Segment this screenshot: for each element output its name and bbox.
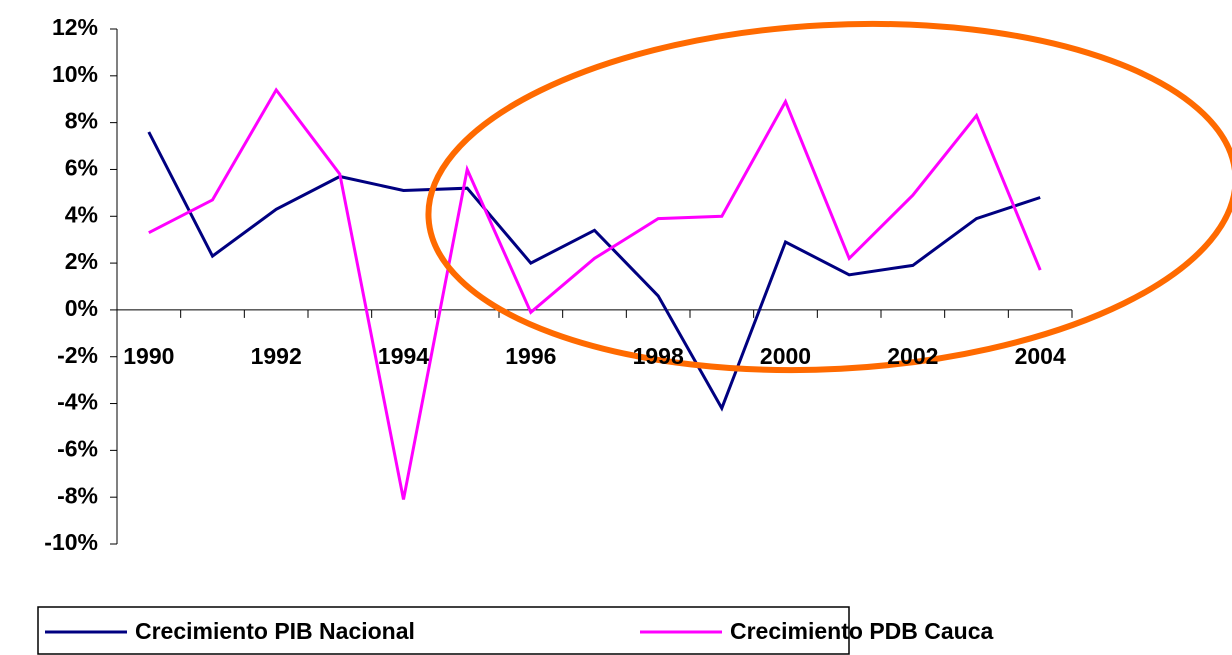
x-tick-label: 2002 xyxy=(887,343,938,369)
legend-label: Crecimiento PDB Cauca xyxy=(730,618,994,644)
x-tick-label: 1998 xyxy=(633,343,684,369)
legend-box xyxy=(37,606,850,655)
y-tick-label: 2% xyxy=(65,248,98,274)
legend-label: Crecimiento PIB Nacional xyxy=(135,618,415,644)
x-tick-label: 2004 xyxy=(1015,343,1066,369)
y-tick-label: -4% xyxy=(57,389,98,415)
y-tick-label: 6% xyxy=(65,155,98,181)
x-tick-label: 2000 xyxy=(760,343,811,369)
highlight-ellipse xyxy=(425,20,1232,374)
x-tick-label: 1990 xyxy=(123,343,174,369)
x-tick-label: 1994 xyxy=(378,343,429,369)
y-tick-label: 10% xyxy=(52,61,98,87)
y-tick-label: 0% xyxy=(65,295,98,321)
y-tick-label: 4% xyxy=(65,201,98,227)
y-tick-label: 8% xyxy=(65,108,98,134)
y-tick-label: -6% xyxy=(57,435,98,461)
y-tick-label: -10% xyxy=(44,529,98,555)
y-tick-label: 12% xyxy=(52,14,98,40)
y-tick-label: -2% xyxy=(57,342,98,368)
x-tick-label: 1996 xyxy=(505,343,556,369)
x-tick-label: 1992 xyxy=(251,343,302,369)
y-tick-label: -8% xyxy=(57,482,98,508)
series-line xyxy=(147,131,1041,412)
series-line xyxy=(148,87,1042,500)
